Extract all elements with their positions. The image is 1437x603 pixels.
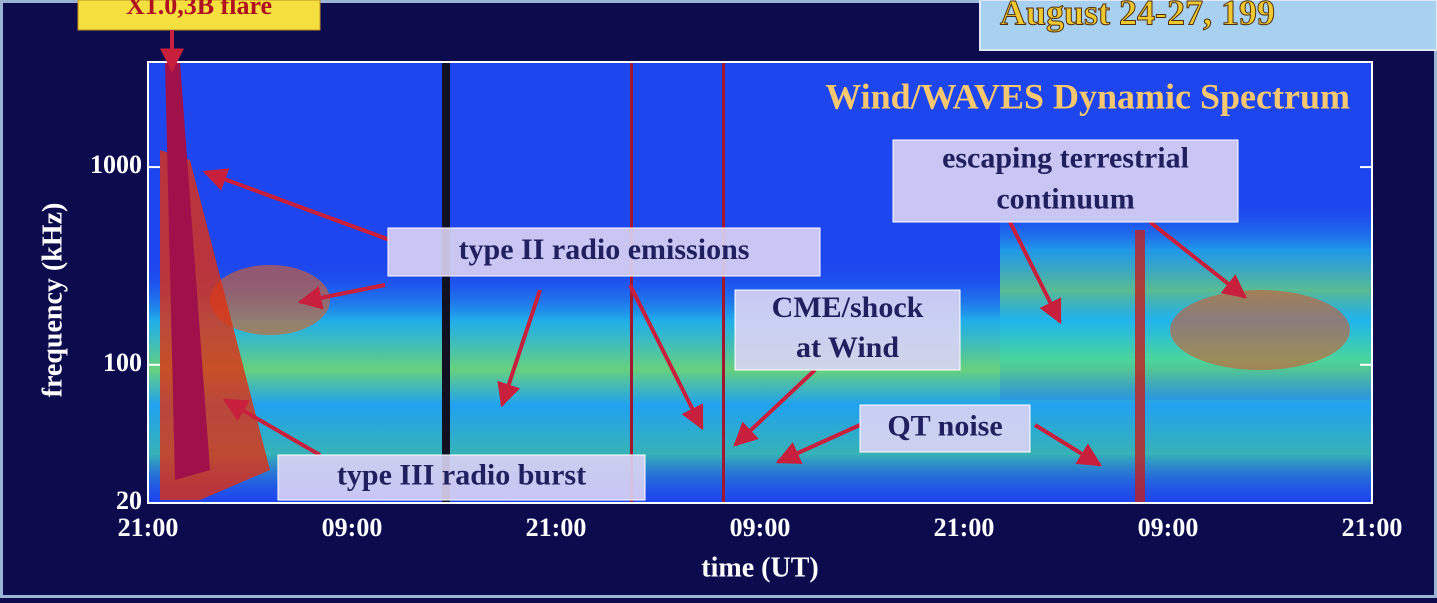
flare-box [77, 0, 321, 31]
x-tick-label: 09:00 [730, 513, 791, 542]
x-axis-label: time (UT) [701, 552, 818, 583]
spectrum [148, 62, 1372, 503]
annotation-box [277, 454, 646, 501]
annotation-box [859, 404, 1031, 453]
annotation-box [734, 289, 961, 371]
annotation-box [892, 139, 1239, 223]
annotation-box [387, 227, 821, 277]
x-tick-label: 21:00 [934, 513, 995, 542]
annotation: QT noise [887, 409, 1002, 442]
y-tick-label: 20 [116, 486, 142, 515]
annotation: at Wind [796, 331, 899, 364]
y-axis-label: frequency (kHz) [37, 203, 68, 398]
chart-subtitle: Wind/WAVES Dynamic Spectrum [825, 76, 1350, 116]
arrows [202, 168, 1247, 467]
x-tick-label: 21:00 [118, 513, 179, 542]
x-tick-label: 09:00 [322, 513, 383, 542]
y-tick-label: 1000 [90, 150, 142, 179]
annotation: CME/shock [772, 291, 924, 324]
title-box [979, 0, 1437, 51]
annotation: type II radio emissions [459, 233, 750, 266]
x-tick-label: 21:00 [526, 513, 587, 542]
chart-title: August 24-27, 199 [1000, 0, 1275, 32]
annotation: continuum [996, 182, 1134, 215]
flare-label: X1.0,3B flare [126, 0, 272, 20]
y-tick-label: 100 [103, 348, 142, 377]
annotation: escaping terrestrial [942, 141, 1189, 174]
annotation: type III radio burst [337, 458, 586, 491]
x-tick-label: 21:00 [1342, 513, 1403, 542]
plot-border [147, 61, 1373, 504]
x-tick-label: 09:00 [1138, 513, 1199, 542]
